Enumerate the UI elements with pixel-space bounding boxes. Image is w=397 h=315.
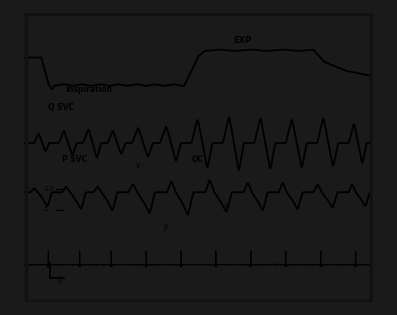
Text: OC: OC [191,155,204,164]
Text: Q SVC: Q SVC [48,103,74,112]
Text: x: x [223,201,227,210]
Text: EXP: EXP [233,36,252,45]
Text: v: v [136,161,140,170]
Text: P SVC: P SVC [62,155,87,164]
Text: Inspiration: Inspiration [66,85,113,94]
Text: -5: -5 [43,206,50,212]
Text: 0: 0 [57,276,62,285]
Text: y: y [164,221,168,231]
Text: -10: -10 [43,186,54,192]
